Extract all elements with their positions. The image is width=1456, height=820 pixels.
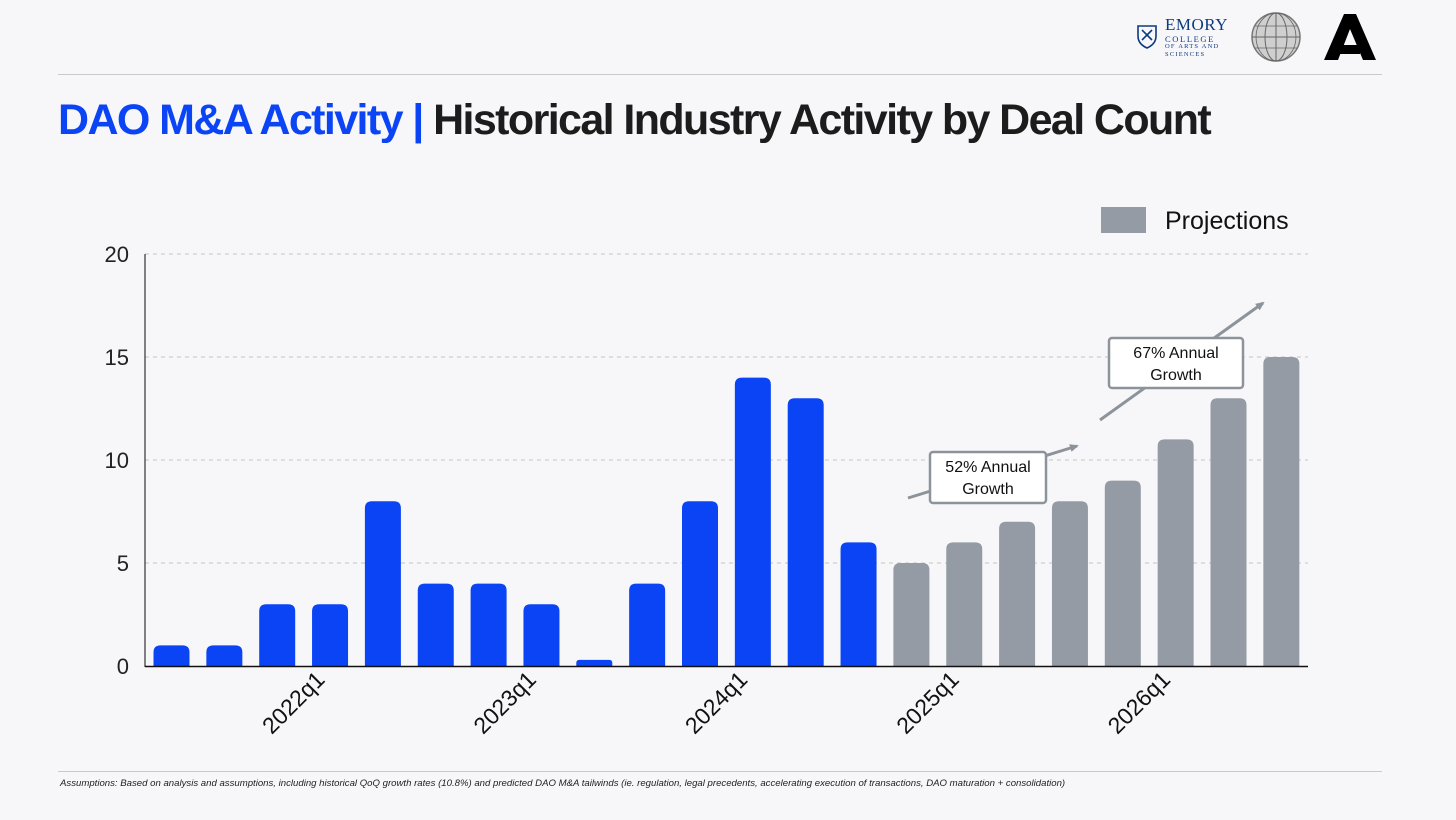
bar-projection (1104, 480, 1141, 666)
bar-actual (153, 645, 190, 666)
bar-projection (1051, 501, 1088, 666)
emory-line4: SCIENCES (1165, 50, 1206, 58)
growth-callout-line1: 52% Annual (945, 459, 1030, 476)
growth-callout-line2: Growth (1150, 367, 1202, 384)
bar-actual (787, 398, 824, 666)
bar-projection (1263, 357, 1300, 666)
bar-projection (893, 563, 930, 666)
y-tick-label: 5 (117, 551, 129, 576)
title-accent: DAO M&A Activity | (58, 96, 424, 144)
bar-actual (576, 659, 613, 666)
title-main: Historical Industry Activity by Deal Cou… (433, 96, 1212, 144)
x-tick-label: 2026q1 (1103, 666, 1176, 739)
bar-actual (629, 583, 666, 666)
bar-projection (1157, 439, 1194, 666)
y-tick-label: 15 (105, 345, 129, 370)
emory-name: EMORY (1165, 14, 1228, 34)
growth-callout-line2: Growth (962, 481, 1014, 498)
emory-logo: EMORY COLLEGE OF ARTS AND SCIENCES (1137, 16, 1228, 59)
a-brand-logo-icon (1324, 14, 1376, 60)
x-tick-label: 2023q1 (468, 666, 541, 739)
emory-line2: COLLEGE (1165, 33, 1215, 44)
x-tick-label: 2024q1 (680, 666, 753, 739)
growth-callout-box (928, 450, 1048, 505)
emory-shield-icon (1137, 25, 1157, 49)
y-tick-label: 20 (105, 242, 129, 267)
bottom-divider (58, 771, 1382, 772)
bar-projection (1210, 398, 1247, 666)
y-tick-label: 10 (105, 448, 129, 473)
growth-callout-line1: 67% Annual (1133, 345, 1218, 362)
bar-actual (312, 604, 349, 666)
x-tick-label: 2025q1 (891, 666, 964, 739)
bar-actual (364, 501, 401, 666)
y-tick-label: 0 (117, 654, 129, 679)
bar-actual (470, 583, 507, 666)
bar-actual (259, 604, 296, 666)
top-divider (58, 74, 1382, 75)
logo-group: EMORY COLLEGE OF ARTS AND SCIENCES (1137, 12, 1376, 62)
bar-actual (206, 645, 243, 666)
growth-callout-box (1107, 336, 1245, 390)
x-tick-label: 2022q1 (257, 666, 330, 739)
bar-projection (999, 521, 1036, 666)
bar-actual (682, 501, 718, 666)
globe-seal-icon (1251, 12, 1301, 62)
page-title: DAO M&A Activity | Historical Industry A… (58, 96, 1212, 145)
emory-line3: OF ARTS AND (1165, 43, 1220, 51)
bar-actual (734, 377, 771, 666)
bar-actual (523, 604, 560, 666)
legend-swatch (1101, 207, 1146, 233)
footnote: Assumptions: Based on analysis and assum… (60, 778, 1066, 789)
bar-actual (840, 542, 877, 666)
legend-label: Projections (1165, 207, 1289, 235)
bar-actual (417, 583, 454, 666)
bar-projection (946, 542, 983, 666)
